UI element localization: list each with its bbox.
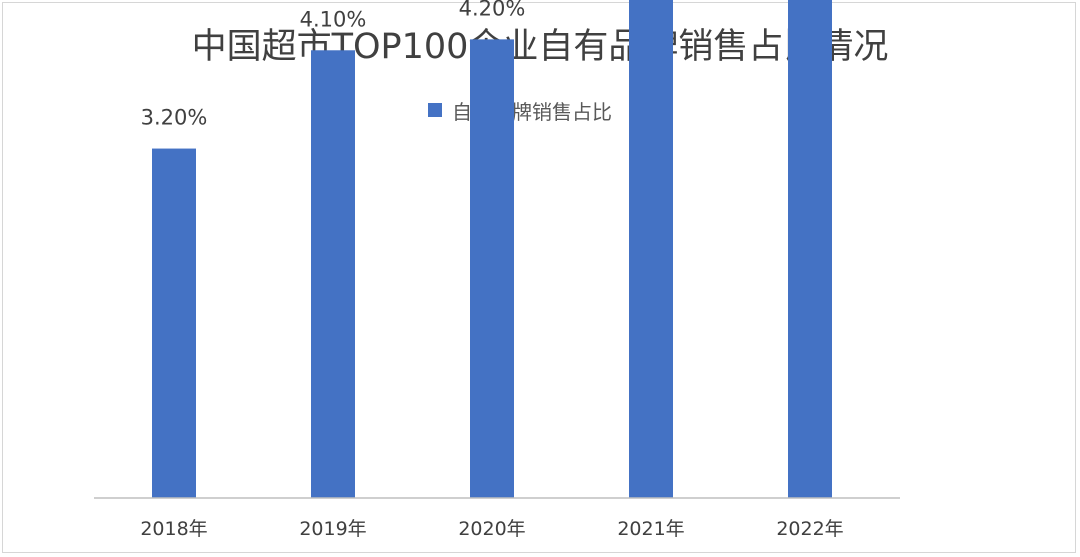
legend-swatch [428, 103, 442, 117]
ticks-layer: 2018年 2019年 2020年 2021年 2022年 [140, 518, 843, 540]
bars-layer [152, 0, 832, 499]
bar-4 [788, 0, 832, 498]
x-tick-label-2: 2020年 [458, 518, 525, 540]
data-label-1: 4.10% [300, 7, 367, 31]
bar-3 [629, 0, 673, 498]
bar-1 [311, 50, 355, 498]
chart-title: 中国超市TOP100企业自有品牌销售占比情况 [191, 27, 889, 67]
bar-2 [470, 39, 514, 499]
labels-layer: 3.20%4.10%4.20%4.70%5% [141, 0, 526, 130]
bar-0 [152, 148, 196, 498]
data-label-2: 4.20% [459, 0, 526, 20]
x-tick-label-1: 2019年 [299, 518, 366, 540]
x-tick-label-3: 2021年 [617, 518, 684, 540]
data-label-0: 3.20% [141, 106, 208, 130]
x-tick-label-0: 2018年 [140, 518, 207, 540]
x-tick-label-4: 2022年 [776, 518, 843, 540]
